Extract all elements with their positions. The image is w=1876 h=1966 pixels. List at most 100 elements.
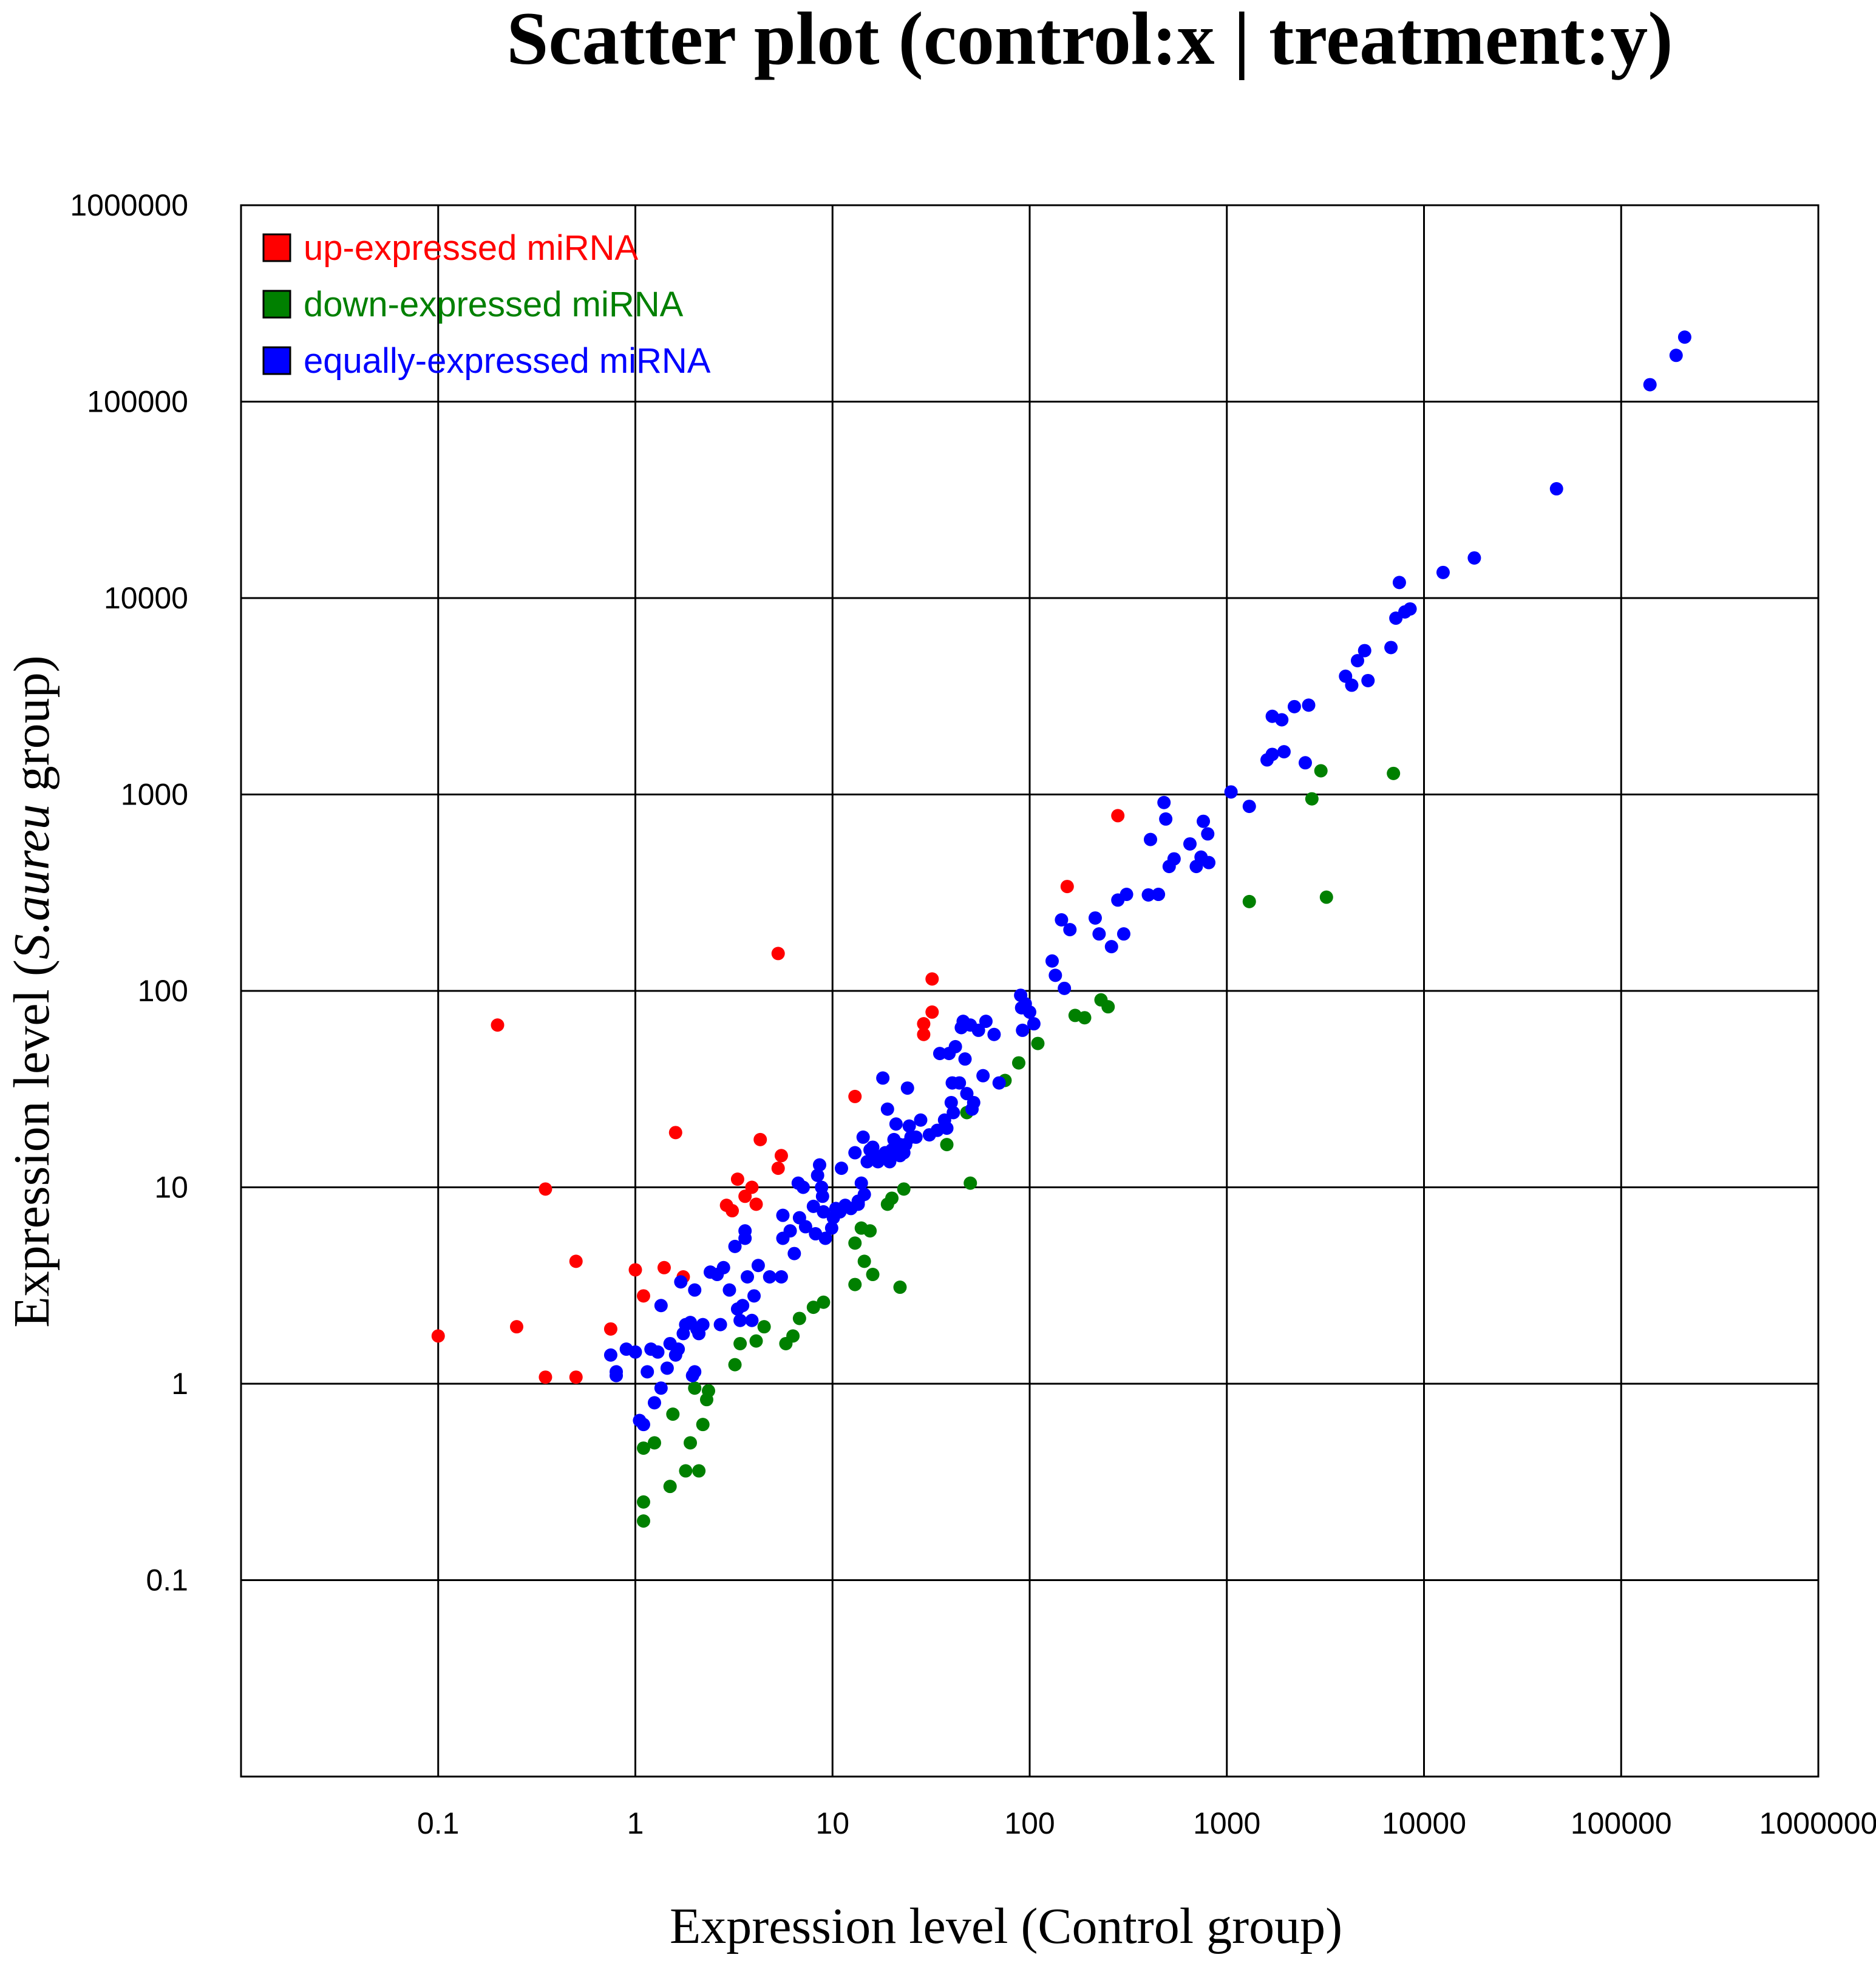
data-point <box>1092 927 1106 941</box>
y-tick-label: 10000 <box>104 581 188 615</box>
data-point <box>636 1495 650 1509</box>
data-point <box>1345 678 1359 692</box>
data-point <box>647 1396 661 1410</box>
data-point <box>1265 747 1279 761</box>
data-point <box>1045 954 1059 968</box>
data-point <box>953 1076 967 1090</box>
data-point <box>1277 745 1291 759</box>
data-point <box>1152 888 1166 902</box>
data-point <box>1361 673 1375 687</box>
data-point <box>733 1313 747 1327</box>
y-tick-label: 1000 <box>121 778 188 812</box>
data-point <box>848 1146 862 1160</box>
data-point <box>747 1289 761 1303</box>
data-point <box>1224 785 1238 799</box>
plot-frame <box>240 204 1820 1778</box>
data-point <box>1111 809 1125 823</box>
legend-swatch <box>262 290 291 319</box>
data-point <box>848 1277 862 1291</box>
data-point <box>987 1027 1001 1041</box>
data-point <box>741 1270 755 1284</box>
data-point <box>1141 888 1155 902</box>
data-point <box>917 1027 931 1041</box>
data-point <box>603 1322 617 1336</box>
legend-label: up-expressed miRNA <box>304 228 639 268</box>
data-point <box>771 1162 785 1175</box>
data-point <box>774 1149 788 1163</box>
data-point <box>863 1224 877 1238</box>
data-point <box>834 1162 848 1175</box>
data-point <box>539 1370 552 1384</box>
legend-label: equally-expressed miRNA <box>304 341 711 381</box>
y-tick-labels: 0.1 1 10 100 1000 10000 100000 1000000 <box>70 188 188 1597</box>
data-point <box>963 1176 977 1190</box>
data-point <box>944 1095 958 1109</box>
data-point <box>798 1220 812 1234</box>
data-point <box>815 1189 829 1203</box>
x-tick-label: 10000 <box>1382 1806 1466 1840</box>
data-point <box>751 1259 765 1273</box>
data-point <box>1549 482 1563 496</box>
data-point <box>539 1182 552 1196</box>
data-point <box>940 1138 954 1152</box>
y-axis-title-organism: S.aureu <box>4 804 60 959</box>
data-point <box>696 1418 710 1432</box>
data-point <box>1201 827 1215 841</box>
data-point <box>641 1365 654 1379</box>
data-point <box>431 1329 445 1343</box>
data-point <box>1167 852 1181 866</box>
data-point <box>728 1358 742 1372</box>
data-point <box>1305 792 1319 806</box>
data-point <box>657 1260 671 1274</box>
data-point <box>856 1130 870 1144</box>
data-point <box>1101 1000 1115 1014</box>
data-point <box>603 1348 617 1362</box>
x-tick-label: 1 <box>627 1806 644 1840</box>
data-point <box>880 1102 894 1116</box>
data-point <box>636 1289 650 1303</box>
legend: up-expressed miRNA down-expressed miRNA eq… <box>262 228 711 381</box>
data-point <box>948 1039 962 1053</box>
series-2-points <box>636 764 1401 1528</box>
data-point <box>1387 766 1401 780</box>
data-point <box>1242 800 1256 814</box>
data-point <box>848 1089 862 1103</box>
data-point <box>787 1247 801 1260</box>
x-tick-label: 0.1 <box>417 1806 460 1840</box>
data-point <box>976 1069 990 1083</box>
data-point <box>812 1158 826 1172</box>
data-point <box>660 1361 674 1375</box>
data-point <box>933 1047 946 1061</box>
data-point <box>763 1270 777 1284</box>
data-point <box>806 1199 820 1213</box>
data-point <box>1120 888 1133 902</box>
data-point <box>1159 812 1173 826</box>
data-point <box>628 1263 642 1277</box>
data-point <box>668 1126 682 1140</box>
data-point <box>883 1155 897 1169</box>
data-point <box>713 1318 727 1332</box>
data-point <box>1275 713 1289 727</box>
data-point <box>1643 378 1657 392</box>
data-point <box>628 1345 642 1359</box>
data-point <box>688 1283 702 1297</box>
data-point <box>1298 756 1312 770</box>
data-point <box>491 1018 505 1032</box>
data-point <box>1677 330 1691 344</box>
data-point <box>824 1221 838 1235</box>
data-point <box>654 1381 668 1395</box>
data-point <box>1055 913 1069 927</box>
data-point <box>925 972 939 986</box>
x-tick-label: 100 <box>1004 1806 1055 1840</box>
data-point <box>776 1208 790 1222</box>
data-point <box>1104 940 1118 954</box>
data-point <box>1063 923 1077 937</box>
data-point <box>1157 795 1171 809</box>
data-point <box>925 1005 939 1019</box>
x-tick-label: 10 <box>815 1806 849 1840</box>
data-point <box>692 1464 706 1478</box>
data-point <box>917 1017 931 1031</box>
data-point <box>792 1311 806 1325</box>
data-point <box>1436 565 1450 579</box>
data-point <box>857 1254 871 1268</box>
